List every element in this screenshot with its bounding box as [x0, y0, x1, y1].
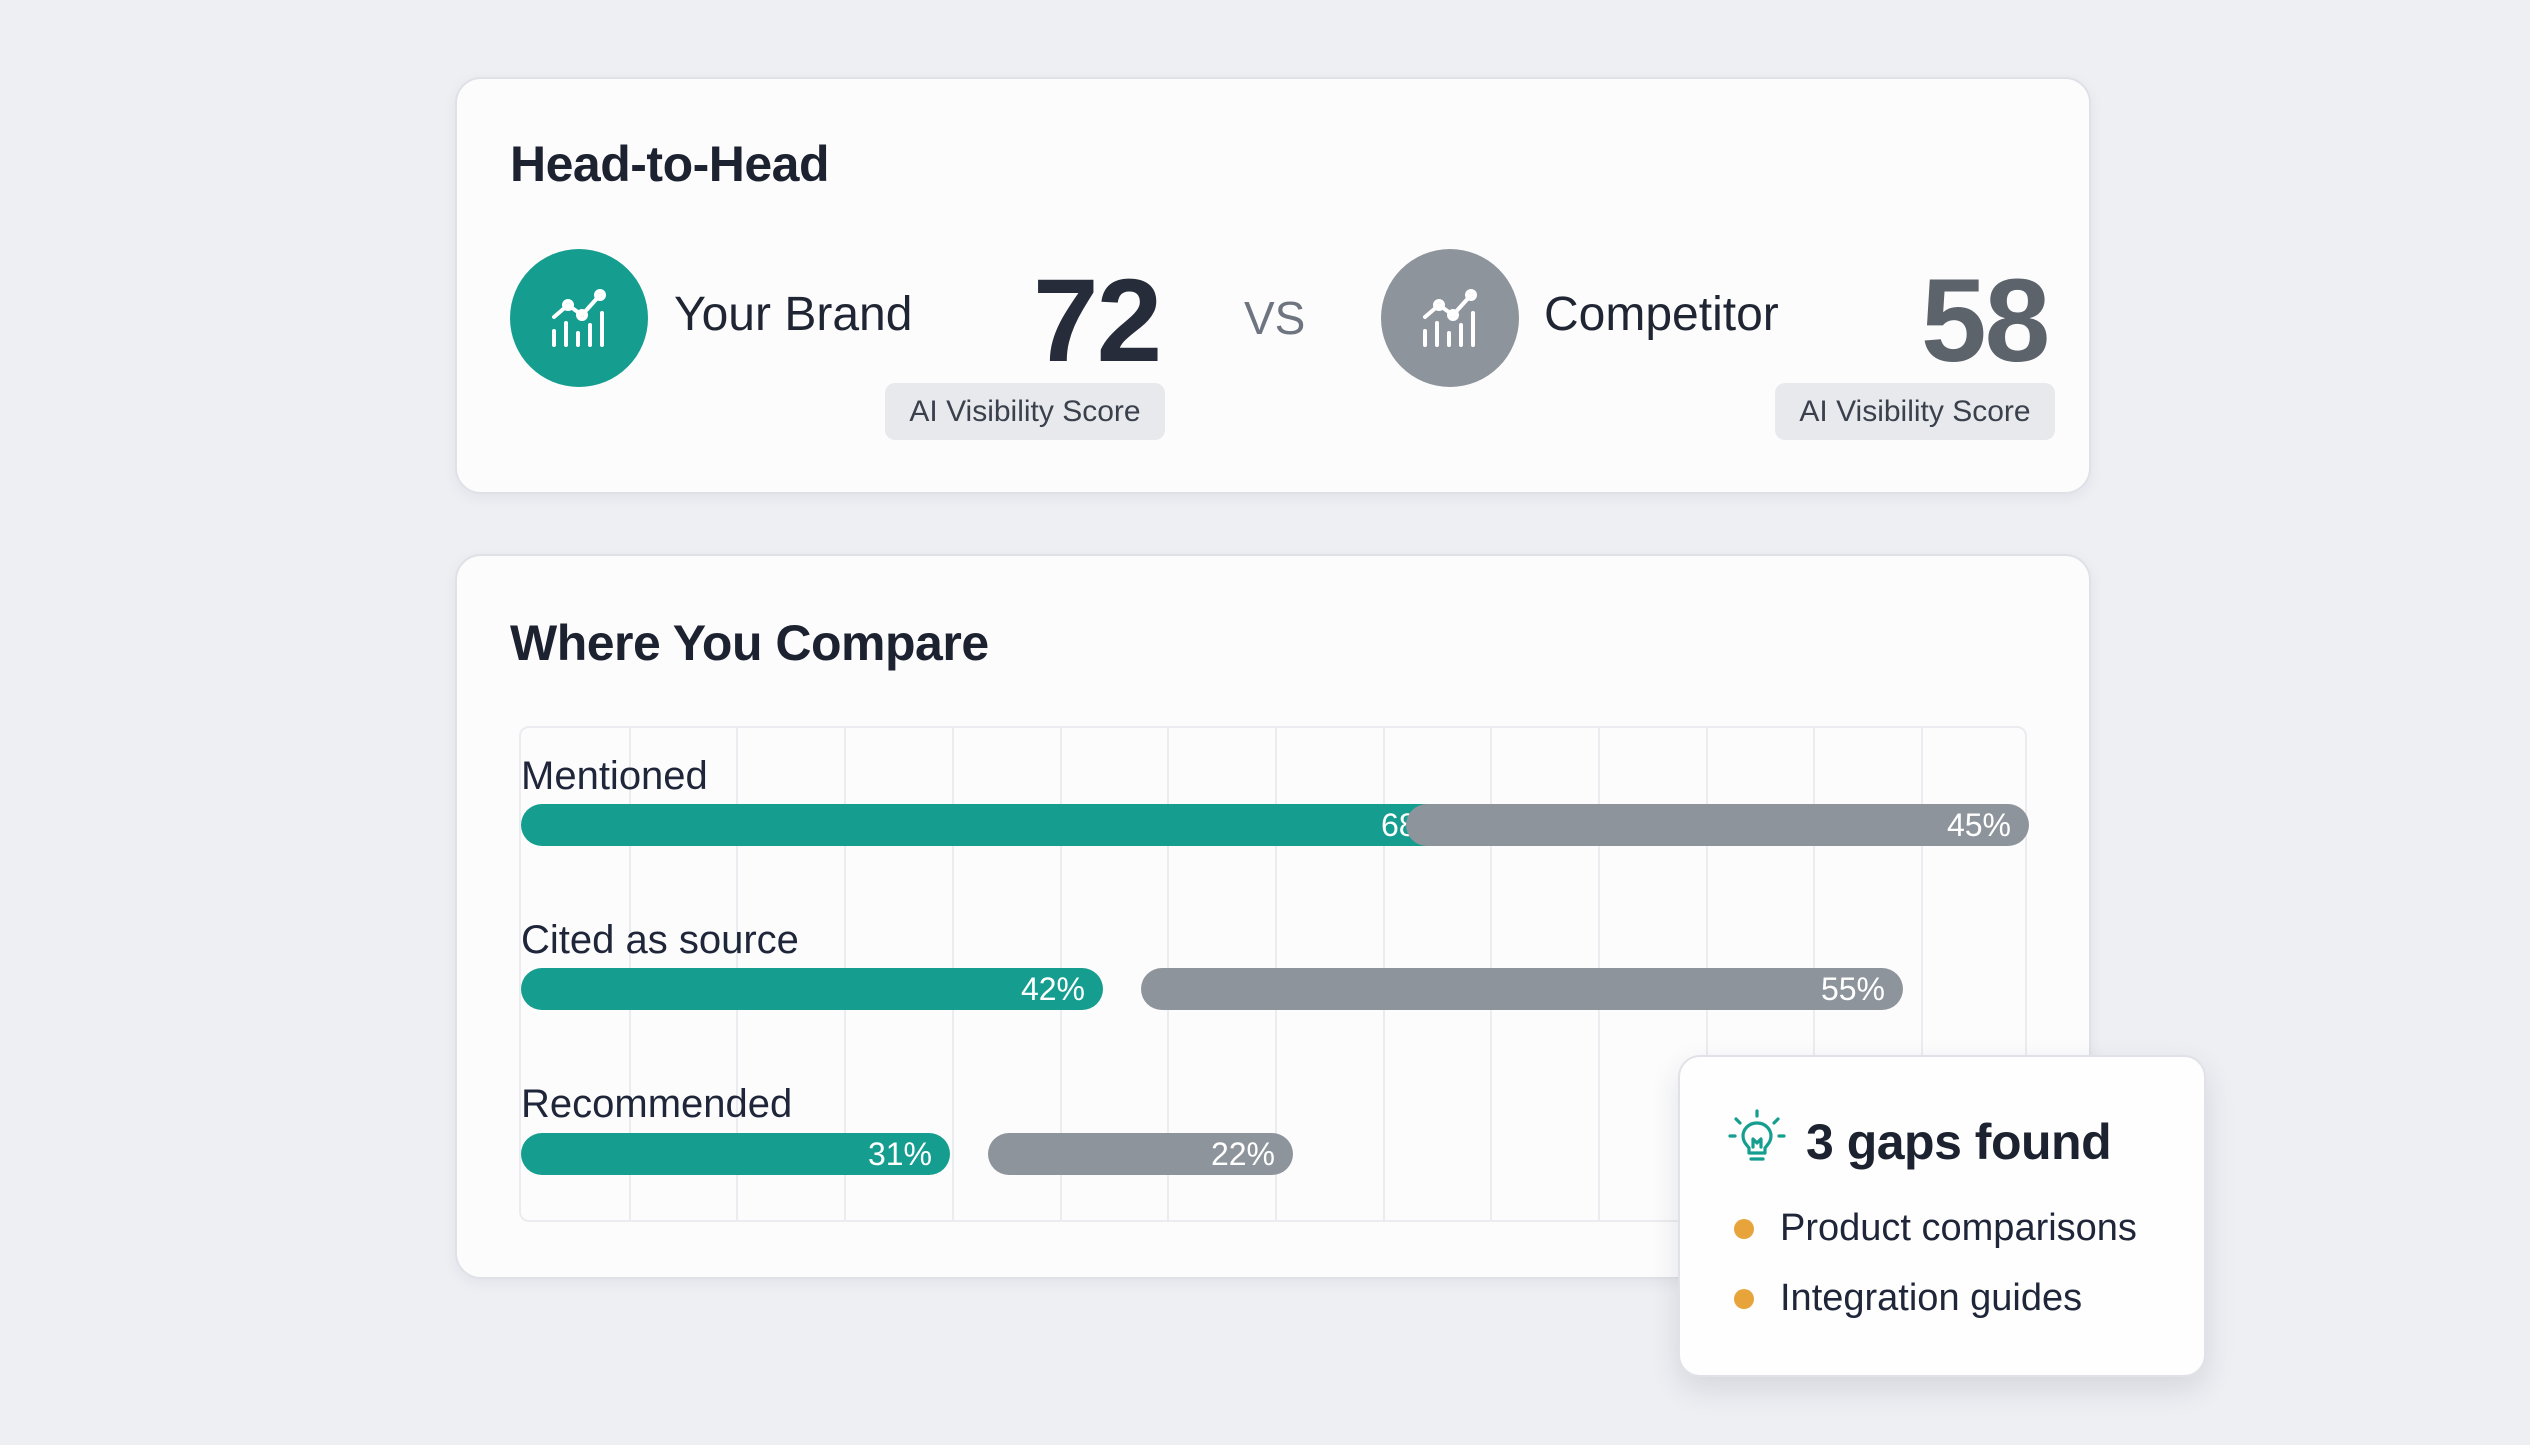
your-brand-bar: 31% — [521, 1133, 950, 1175]
competitor-bar: 55% — [1141, 968, 1903, 1010]
your-brand-score: 72 — [1033, 255, 1162, 387]
grid-line — [1921, 728, 1923, 1220]
gaps-title: 3 gaps found — [1806, 1114, 2112, 1170]
chart-trend-icon — [1423, 289, 1477, 347]
competitor-bar: 45% — [1406, 804, 2029, 846]
metric-label: Recommended — [521, 1082, 793, 1126]
gap-item: Product comparisons — [1734, 1207, 2137, 1250]
metric-label: Mentioned — [521, 754, 708, 798]
competitor-avatar — [1381, 249, 1519, 387]
lightbulb-icon — [1728, 1109, 1786, 1161]
chart-trend-icon — [552, 289, 606, 347]
your-brand-name: Your Brand — [674, 288, 913, 341]
your-brand-avatar — [510, 249, 648, 387]
gap-item: Integration guides — [1734, 1277, 2082, 1320]
head-to-head-card: Head-to-Head Your Brand 72 AI Visibility… — [455, 77, 2091, 494]
your-brand-score-label: AI Visibility Score — [885, 383, 1165, 440]
your-brand-bar: 68% — [521, 804, 1463, 846]
competitor-name: Competitor — [1544, 288, 1779, 341]
competitor-bar: 22% — [988, 1133, 1293, 1175]
gap-item-label: Integration guides — [1780, 1277, 2083, 1319]
gaps-card: 3 gaps found Product comparisons Integra… — [1678, 1055, 2206, 1377]
bullet-dot-icon — [1734, 1288, 1754, 1309]
metric-label: Cited as source — [521, 918, 799, 962]
versus-label: VS — [1244, 292, 1306, 344]
gap-item-label: Product comparisons — [1780, 1207, 2137, 1249]
competitor-score-label: AI Visibility Score — [1775, 383, 2055, 440]
bullet-dot-icon — [1734, 1218, 1754, 1239]
head-to-head-title: Head-to-Head — [510, 136, 830, 192]
compare-title: Where You Compare — [510, 615, 989, 671]
competitor-score: 58 — [1921, 255, 2050, 387]
your-brand-bar: 42% — [521, 968, 1103, 1010]
